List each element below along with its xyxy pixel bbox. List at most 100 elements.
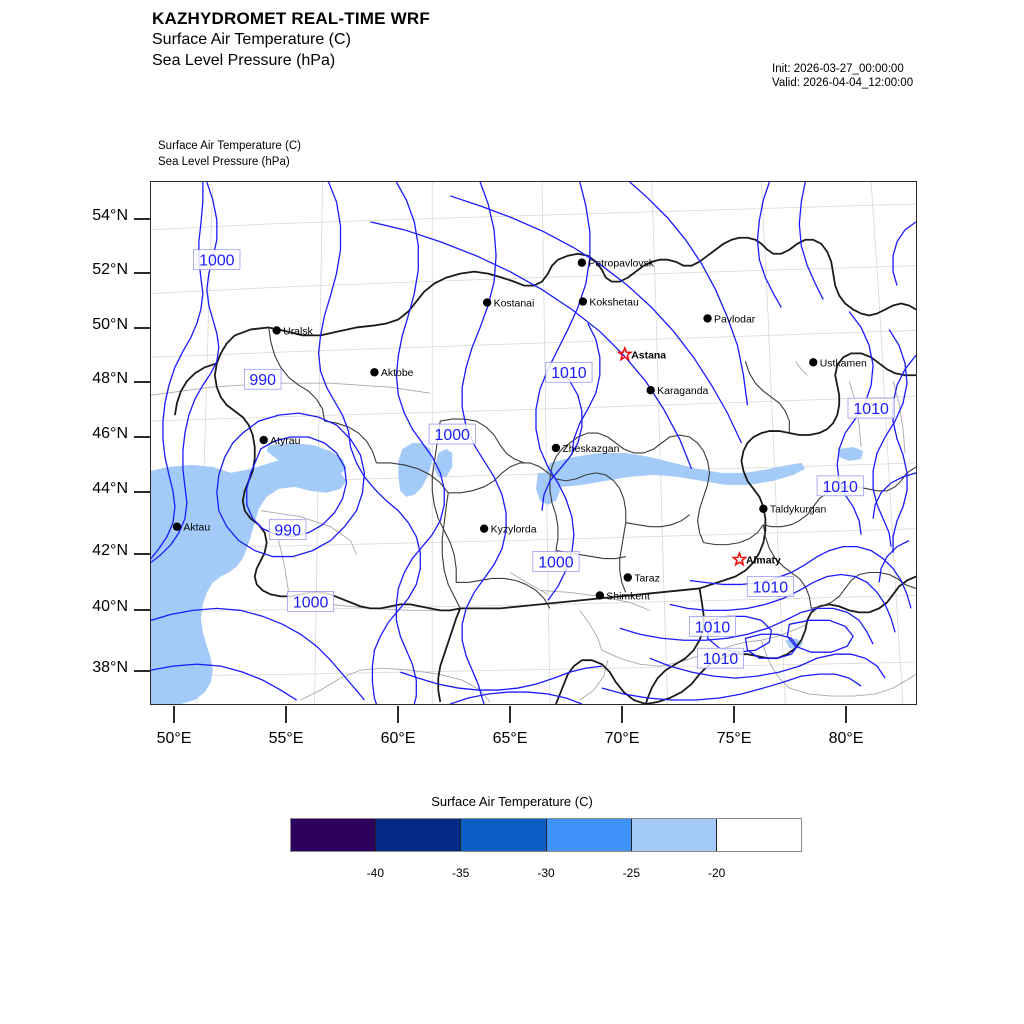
contour-label-box — [689, 615, 737, 637]
y-axis-tick-label: 44°N — [92, 480, 128, 497]
city-marker[interactable]: Kokshetau — [578, 297, 639, 309]
contour-label-box — [697, 647, 744, 669]
contour-label-box — [746, 576, 794, 597]
colorbar-swatch[interactable] — [291, 819, 377, 851]
city-label: Astana — [631, 350, 666, 361]
contour-label-box — [545, 361, 593, 383]
x-axis-tick-label: 65°E — [492, 730, 528, 747]
valid-time-label: Valid: 2026-04-04_12:00:00 — [772, 77, 914, 89]
city-dot-icon — [370, 368, 379, 377]
capital-marker[interactable]: Almaty — [731, 550, 781, 567]
contour-label: 1000 — [538, 555, 574, 572]
city-label: Petropavlovsk — [588, 259, 654, 270]
contour-label: 1010 — [822, 479, 858, 496]
contour-label: 1010 — [853, 401, 889, 418]
colorbar-swatch[interactable] — [716, 819, 802, 851]
city-marker[interactable]: Aktobe — [370, 368, 414, 379]
contour-label: 1000 — [199, 253, 235, 270]
city-dot-icon — [479, 524, 489, 533]
star-icon — [616, 345, 633, 362]
map-canvas: 1000 990 1000 1010 1010 990 1010 1000 1010 1000 10… — [151, 182, 916, 704]
city-dot-icon — [578, 297, 588, 306]
city-marker[interactable]: Pavlodar — [703, 314, 756, 325]
y-axis-tick-mark — [134, 609, 151, 611]
city-marker[interactable]: Ustkamen — [809, 358, 867, 369]
y-axis-tick-mark — [134, 553, 151, 555]
city-label: Shimkent — [606, 591, 650, 602]
map-plot-area[interactable]: 1000 990 1000 1010 1010 990 1010 1000 1010 1000 10… — [150, 181, 917, 705]
star-icon — [731, 550, 748, 567]
header-block: KAZHYDROMET REAL-TIME WRF Surface Air Te… — [152, 8, 430, 71]
city-label: Taraz — [634, 573, 660, 584]
page-title: KAZHYDROMET REAL-TIME WRF — [152, 9, 430, 28]
city-label: Pavlodar — [714, 314, 756, 325]
city-marker[interactable]: Petropavlovsk — [577, 258, 655, 270]
colorbar-tick-label: -40 — [366, 866, 384, 880]
city-marker[interactable]: Taraz — [623, 573, 660, 584]
x-axis-tick-label: 75°E — [716, 730, 752, 747]
city-dot-icon — [595, 591, 605, 600]
city-marker[interactable]: Kyzylorda — [479, 524, 537, 536]
y-axis-tick-mark — [134, 491, 151, 493]
city-dot-icon — [703, 314, 712, 323]
city-label: Uralsk — [283, 326, 313, 337]
y-axis-tick-mark — [134, 218, 151, 220]
city-label: Kokshetau — [589, 298, 639, 309]
city-dot-icon — [551, 443, 561, 453]
city-marker[interactable]: Taldykurgan — [759, 504, 827, 516]
city-label: Atyrau — [270, 436, 300, 447]
city-label: Kyzylorda — [491, 525, 537, 536]
water-bodies — [151, 443, 864, 704]
y-axis-tick-mark — [134, 436, 151, 438]
city-marker[interactable]: Shimkent — [595, 591, 650, 602]
colorbar[interactable] — [290, 818, 802, 852]
city-dot-icon — [623, 573, 632, 582]
contour-label-box — [428, 423, 476, 445]
colorbar-title: Surface Air Temperature (C) — [431, 794, 593, 809]
kazakhstan-border — [174, 236, 916, 704]
y-axis-tick-label: 50°N — [92, 316, 128, 333]
model-run-stamp: Init: 2026-03-27_00:00:00 Valid: 2026-04… — [772, 62, 913, 90]
init-time-label: Init: 2026-03-27_00:00:00 — [772, 63, 904, 75]
y-axis-tick-label: 54°N — [92, 207, 128, 224]
oblast-borders — [268, 327, 916, 609]
x-axis-tick-mark — [733, 706, 735, 723]
colorbar-tick-label: -35 — [451, 866, 470, 880]
city-label: Taldykurgan — [770, 505, 827, 516]
city-label: Kostanai — [494, 299, 535, 310]
x-axis-tick-mark — [285, 706, 287, 723]
panel-caption: Surface Air Temperature (C) Sea Level Pr… — [158, 138, 301, 170]
city-marker[interactable]: Uralsk — [272, 326, 314, 337]
city-dot-icon — [809, 358, 818, 367]
city-dot-icon — [259, 435, 268, 445]
colorbar-swatch[interactable] — [376, 819, 462, 851]
colorbar-swatch[interactable] — [631, 819, 717, 851]
city-marker[interactable]: Aktau — [172, 522, 211, 534]
city-marker[interactable]: Karaganda — [646, 386, 709, 397]
contour-label-box — [816, 475, 864, 497]
x-axis-tick-label: 60°E — [380, 730, 416, 747]
city-label: Karaganda — [657, 386, 708, 397]
contour-label-box — [193, 249, 241, 271]
city-label: Almaty — [746, 556, 781, 567]
colorbar-swatch[interactable] — [546, 819, 632, 851]
panel-caption-line-2: Sea Level Pressure (hPa) — [158, 156, 290, 168]
y-axis-tick-mark — [134, 272, 151, 274]
city-marker-layer: Petropavlovsk Kostanai Kokshetau Pavlodar Ur… — [172, 258, 867, 602]
contour-label: 1010 — [753, 579, 789, 596]
y-axis-tick-label: 40°N — [92, 598, 128, 615]
city-marker[interactable]: Atyrau — [259, 435, 301, 447]
y-axis-tick-label: 42°N — [92, 542, 128, 559]
colorbar-swatch[interactable] — [461, 819, 547, 851]
contour-label-box — [244, 368, 282, 390]
capital-marker[interactable]: Astana — [616, 345, 667, 362]
colorbar-tick-label: -25 — [622, 866, 640, 880]
contour-label: 1010 — [703, 651, 739, 668]
y-axis-tick-label: 46°N — [92, 425, 128, 442]
colorbar-tick-label: -20 — [707, 866, 726, 880]
city-label: Aktobe — [381, 368, 414, 379]
x-axis-tick-mark — [397, 706, 399, 723]
city-marker[interactable]: Kostanai — [482, 298, 535, 310]
y-axis-tick-label: 38°N — [92, 659, 128, 676]
city-marker[interactable]: Zheskazgan — [551, 443, 620, 455]
